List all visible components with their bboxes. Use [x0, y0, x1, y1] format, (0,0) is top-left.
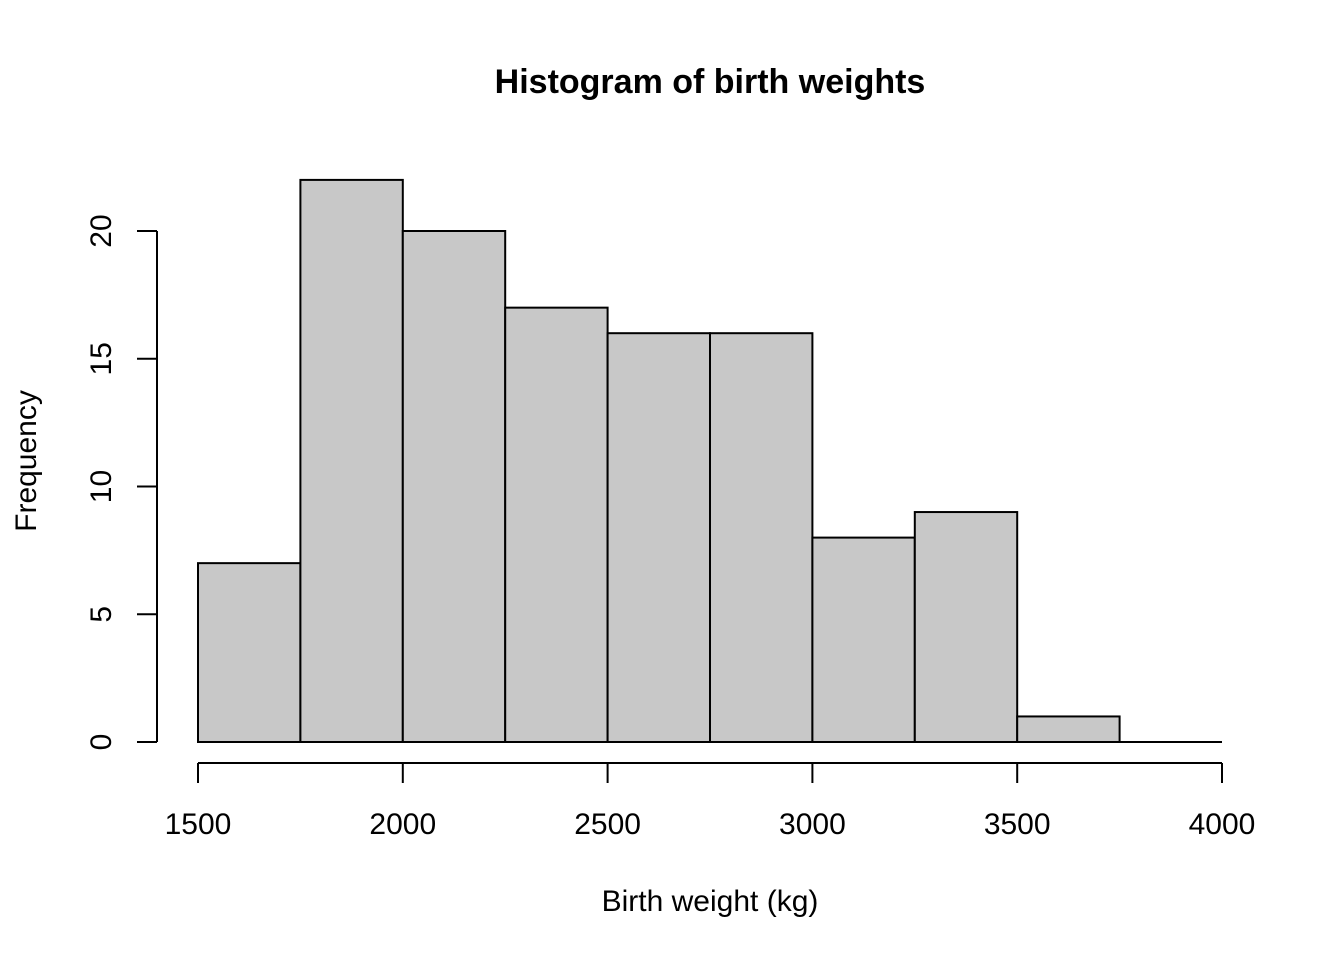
histogram-bar-4 [504, 306, 609, 743]
x-tick-label-4000: 4000 [1189, 808, 1256, 841]
histogram-bar-8 [913, 511, 1019, 743]
histogram-bar-5 [606, 332, 711, 743]
y-tick-label-0: 0 [85, 734, 118, 751]
bars-group [197, 178, 1121, 744]
x-tick-label-3500: 3500 [984, 808, 1051, 841]
histogram-bar-2 [299, 178, 404, 743]
x-tick-label-1500: 1500 [165, 808, 232, 841]
x-tick-label-3000: 3000 [779, 808, 846, 841]
chart-title: Histogram of birth weights [495, 63, 926, 101]
y-axis: 0 5 10 15 20 [85, 214, 158, 751]
histogram-bar-9 [1016, 715, 1121, 744]
y-tick-label-20: 20 [85, 214, 118, 247]
y-tick-label-15: 15 [85, 342, 118, 375]
y-tick-label-5: 5 [85, 606, 118, 623]
x-tick-label-2000: 2000 [369, 808, 436, 841]
histogram-bar-7 [811, 536, 916, 743]
y-axis-label: Frequency [10, 390, 43, 532]
histogram-bar-6 [709, 332, 814, 743]
y-tick-label-10: 10 [85, 470, 118, 503]
x-axis: 1500 2000 2500 3000 3500 4000 [165, 762, 1256, 841]
x-axis-label: Birth weight (kg) [602, 885, 819, 918]
x-tick-label-2500: 2500 [574, 808, 641, 841]
histogram-bar-1 [197, 562, 302, 744]
histogram-bar-3 [401, 230, 507, 743]
